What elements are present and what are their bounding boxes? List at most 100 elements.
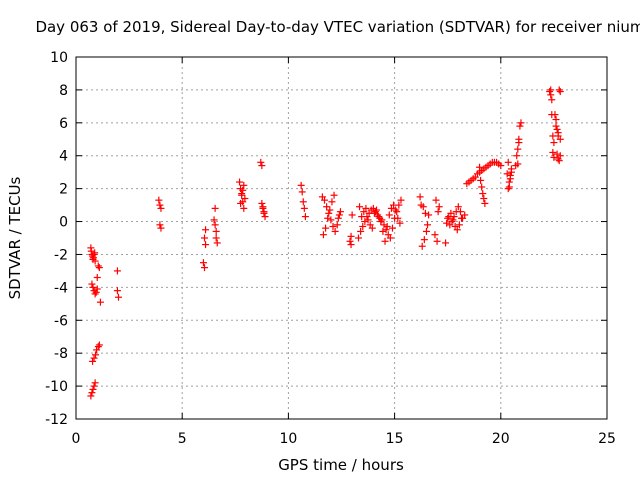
data-point <box>515 139 523 147</box>
data-point <box>213 239 221 247</box>
data-point <box>95 264 103 272</box>
data-point <box>94 262 102 270</box>
data-point <box>347 241 355 249</box>
data-point <box>556 152 564 160</box>
data-point <box>422 227 430 235</box>
y-tick-label: -4 <box>54 280 68 296</box>
data-point <box>394 214 402 222</box>
data-point <box>90 250 98 258</box>
data-point <box>553 125 561 133</box>
y-tick-label: -12 <box>45 412 68 428</box>
data-point <box>239 186 247 194</box>
data-point <box>346 237 354 245</box>
data-point <box>375 213 383 221</box>
data-point <box>157 204 165 212</box>
data-point <box>92 351 100 359</box>
data-point <box>330 191 338 199</box>
data-series-sdtvar <box>87 86 564 400</box>
x-tick-label: 20 <box>492 431 510 447</box>
data-point <box>91 290 99 298</box>
data-point <box>87 392 95 400</box>
data-point <box>237 199 245 207</box>
data-point <box>420 236 428 244</box>
data-point <box>516 122 524 130</box>
data-point <box>211 221 219 229</box>
data-point <box>385 211 393 219</box>
data-point <box>354 234 362 242</box>
data-point <box>322 224 330 232</box>
data-point <box>241 195 249 203</box>
data-point <box>444 214 452 222</box>
data-point <box>260 209 268 217</box>
data-point <box>93 273 101 281</box>
data-point <box>359 222 367 230</box>
data-point <box>319 231 327 239</box>
data-point <box>433 237 441 245</box>
data-point <box>356 203 364 211</box>
data-point <box>238 190 246 198</box>
data-point <box>548 96 556 104</box>
data-point <box>348 211 356 219</box>
data-point <box>380 221 388 229</box>
data-point <box>434 208 442 216</box>
data-point <box>449 216 457 224</box>
data-point <box>377 218 385 226</box>
data-point <box>390 201 398 209</box>
data-point <box>383 222 391 230</box>
data-point <box>325 209 333 217</box>
data-point <box>550 153 558 161</box>
data-point <box>258 162 266 170</box>
data-point <box>300 204 308 212</box>
data-point <box>331 227 339 235</box>
data-point <box>504 185 512 193</box>
data-point <box>324 214 332 222</box>
y-tick-label: 0 <box>59 215 68 231</box>
data-point <box>373 206 381 214</box>
data-point <box>92 288 100 296</box>
data-point <box>476 163 484 171</box>
data-point <box>299 198 307 206</box>
data-point <box>334 214 342 222</box>
data-point <box>301 213 309 221</box>
data-point <box>368 224 376 232</box>
data-point <box>156 221 164 229</box>
data-point <box>425 211 433 219</box>
data-point <box>91 379 99 387</box>
data-point <box>91 257 99 265</box>
data-point <box>504 158 512 166</box>
data-point <box>298 188 306 196</box>
data-point <box>297 181 305 189</box>
x-tick-label: 10 <box>279 431 297 447</box>
data-point <box>546 88 554 96</box>
data-point <box>507 168 515 176</box>
data-point <box>93 346 101 354</box>
data-point <box>357 227 365 235</box>
data-point <box>458 214 466 222</box>
data-point <box>261 213 269 221</box>
data-point <box>114 293 122 301</box>
data-point <box>396 219 404 227</box>
data-point <box>431 231 439 239</box>
data-point <box>447 209 455 217</box>
data-point <box>514 145 522 153</box>
data-point <box>424 221 432 229</box>
axis-ticks: 0 5 10 15 20 25 -12 -10 -8 -6 -4 -2 0 2 4 6 8 10 <box>45 50 616 447</box>
data-point <box>333 221 341 229</box>
data-point <box>259 204 267 212</box>
data-point <box>96 298 104 306</box>
data-point <box>329 222 337 230</box>
data-point <box>556 135 564 143</box>
data-point <box>442 239 450 247</box>
data-point <box>421 209 429 217</box>
data-point <box>397 196 405 204</box>
data-point <box>240 204 248 212</box>
data-point <box>393 208 401 216</box>
data-point <box>210 216 218 224</box>
data-point <box>93 285 101 293</box>
data-point <box>88 280 96 288</box>
data-point <box>89 254 97 262</box>
data-point <box>497 162 505 170</box>
data-point <box>555 86 563 94</box>
data-point <box>481 199 489 207</box>
